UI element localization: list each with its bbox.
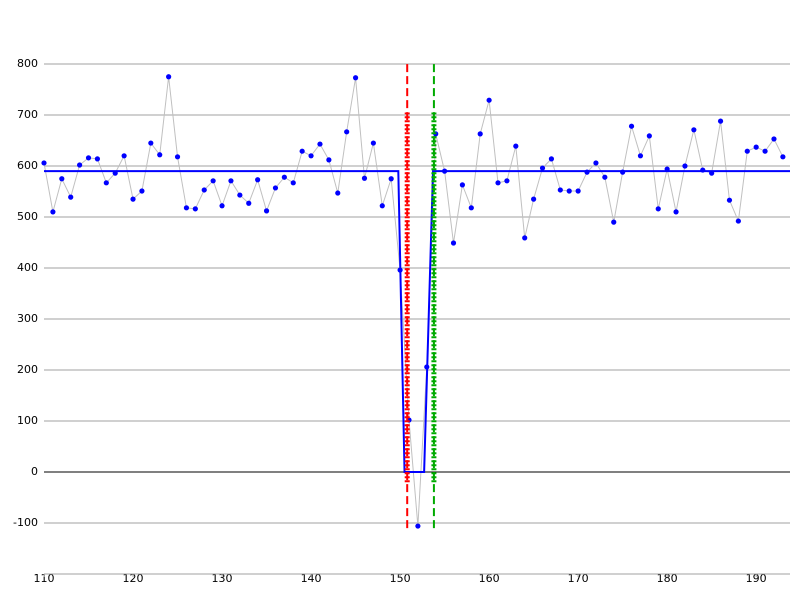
x-tick-label: 120: [123, 572, 144, 585]
data-point: [201, 187, 207, 193]
data-point: [557, 187, 563, 193]
data-point: [130, 196, 136, 202]
data-point: [682, 163, 688, 169]
data-point: [548, 156, 555, 162]
data-point: [344, 129, 350, 135]
data-point: [415, 523, 421, 529]
data-point: [237, 192, 243, 198]
data-point: [210, 178, 216, 184]
y-tick-label: 600: [17, 159, 38, 172]
data-point: [735, 218, 741, 224]
x-tick-label: 170: [568, 572, 589, 585]
data-point: [762, 148, 768, 154]
data-point: [317, 141, 323, 147]
data-point: [717, 118, 724, 124]
data-point: [85, 155, 92, 161]
data-point: [673, 209, 679, 215]
data-point: [219, 203, 225, 209]
data-point: [148, 140, 154, 146]
data-point: [361, 175, 368, 181]
data-point: [531, 196, 537, 202]
data-point: [335, 190, 341, 196]
data-point: [450, 240, 457, 246]
data-point: [255, 177, 261, 183]
data-point: [174, 154, 181, 160]
data-point: [513, 143, 519, 149]
data-point: [246, 200, 252, 206]
y-tick-label: -100: [13, 516, 38, 529]
x-tick-label: 130: [212, 572, 233, 585]
series-line: [43, 76, 784, 527]
data-point: [744, 148, 750, 154]
x-tick-label: 160: [479, 572, 500, 585]
data-point: [602, 174, 608, 180]
y-tick-label: 700: [17, 108, 38, 121]
data-point: [183, 205, 190, 211]
data-point: [50, 209, 56, 215]
data-point: [566, 188, 572, 194]
x-tick-label: 110: [34, 572, 55, 585]
data-point: [522, 235, 528, 241]
data-point: [468, 205, 474, 211]
data-point: [77, 162, 83, 168]
data-point: [370, 140, 376, 146]
y-tick-label: 500: [17, 210, 38, 223]
y-tick-label: 300: [17, 312, 38, 325]
data-point: [121, 153, 127, 159]
data-point: [575, 188, 581, 194]
data-point: [326, 157, 332, 163]
data-point: [691, 127, 697, 133]
data-point: [103, 180, 109, 186]
x-tick-label: 150: [390, 572, 411, 585]
data-point: [166, 74, 172, 80]
data-point: [228, 178, 234, 184]
data-point: [655, 206, 661, 212]
data-point: [637, 153, 644, 159]
data-point: [299, 148, 305, 154]
x-tick-label: 180: [657, 572, 678, 585]
data-point: [628, 123, 635, 129]
data-point: [753, 144, 759, 150]
data-point: [486, 97, 492, 103]
y-tick-label: 0: [31, 465, 38, 478]
data-point: [504, 178, 510, 184]
data-point: [41, 160, 47, 166]
data-point: [263, 208, 270, 214]
data-point: [726, 197, 733, 203]
data-point: [68, 194, 74, 200]
data-point: [477, 131, 483, 137]
data-point: [593, 160, 599, 166]
data-point: [139, 188, 145, 194]
data-point: [192, 206, 198, 212]
data-point: [646, 133, 652, 139]
data-point: [272, 185, 279, 191]
data-point: [157, 152, 163, 158]
y-tick-label: 200: [17, 363, 38, 376]
y-tick-label: 100: [17, 414, 38, 427]
series-line: [44, 170, 790, 473]
data-point: [379, 203, 385, 209]
data-point: [771, 136, 777, 142]
data-point: [352, 75, 359, 81]
data-point: [780, 154, 786, 160]
data-point: [308, 153, 314, 159]
data-point: [539, 165, 546, 171]
y-tick-label: 400: [17, 261, 38, 274]
y-tick-label: 800: [17, 57, 38, 70]
data-point: [495, 180, 501, 186]
data-point: [290, 180, 296, 186]
data-point: [59, 176, 65, 182]
data-point: [281, 174, 287, 180]
data-point: [611, 219, 617, 225]
data-point: [388, 176, 394, 182]
x-tick-label: 190: [746, 572, 767, 585]
data-point: [459, 182, 466, 188]
x-tick-label: 140: [301, 572, 322, 585]
data-point: [94, 156, 101, 162]
